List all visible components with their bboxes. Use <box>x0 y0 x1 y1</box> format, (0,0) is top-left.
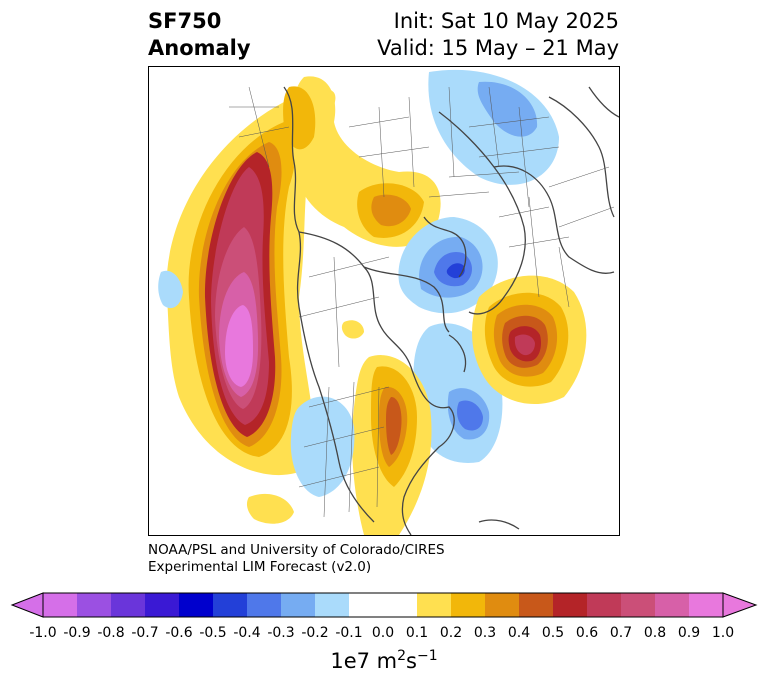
colorbar-tick-label: 0.9 <box>677 625 701 641</box>
colorbar-bin <box>43 593 78 617</box>
title-block: SF750 Anomaly <box>148 8 251 62</box>
colorbar-bin <box>519 593 554 617</box>
init-date: Init: Sat 10 May 2025 <box>393 9 619 33</box>
colorbar-tick-label: 0.5 <box>541 625 565 641</box>
colorbar-bin <box>587 593 622 617</box>
credit-line-2: Experimental LIM Forecast (v2.0) <box>148 559 372 575</box>
colorbar-bin <box>417 593 452 617</box>
colorbar-extend-low <box>10 592 44 618</box>
colorbar-tick-label: -0.7 <box>131 625 159 641</box>
colorbar-tick-label: -0.1 <box>335 625 363 641</box>
colorbar-tick-label: -0.6 <box>165 625 193 641</box>
colorbar-tick-label: 0.4 <box>507 625 531 641</box>
colorbar-bin <box>145 593 180 617</box>
west-negative-anomaly <box>158 270 183 309</box>
small-positive-anomaly <box>341 320 364 339</box>
colorbar-tick-label: 0.3 <box>473 625 497 641</box>
field-title: Anomaly <box>148 36 251 60</box>
anomaly-map <box>158 69 619 535</box>
colorbar-bin <box>655 593 690 617</box>
colorbar-tick-label: 0.6 <box>575 625 599 641</box>
units-mid: s <box>406 649 417 673</box>
colorbar-tick-label: -0.8 <box>97 625 125 641</box>
coastlines <box>283 86 619 535</box>
colorbar-tick-label: -0.2 <box>301 625 329 641</box>
colorbar-bin <box>553 593 588 617</box>
colorbar-tick-label: 1.0 <box>711 625 735 641</box>
units-base: 1e7 m <box>330 649 398 673</box>
units-exponent-1: 2 <box>397 648 407 664</box>
colorbar-bin <box>247 593 282 617</box>
pacific-positive-anomaly <box>166 88 336 476</box>
siberia-positive-anomaly <box>283 76 441 247</box>
colorbar-bin <box>451 593 486 617</box>
colorbar-tick-label: 0.8 <box>643 625 667 641</box>
colorbar-bin <box>349 593 384 617</box>
colorbar-bin <box>213 593 248 617</box>
colorbar-bin <box>315 593 350 617</box>
colorbar-tick-label: -0.9 <box>63 625 91 641</box>
colorbar-bin <box>621 593 656 617</box>
eurasia-negative-anomaly <box>428 69 559 185</box>
colorbar-bin <box>485 593 520 617</box>
credit-line-1: NOAA/PSL and University of Colorado/CIRE… <box>148 542 445 558</box>
variable-title: SF750 <box>148 9 222 33</box>
colorbar-tick-label: 0.1 <box>405 625 429 641</box>
colorbar-tick-label: 0.7 <box>609 625 633 641</box>
colorbar-bin <box>77 593 112 617</box>
political-borders <box>229 86 615 518</box>
colorbar-bin <box>111 593 146 617</box>
colorbar-tick-label: 0.2 <box>439 625 463 641</box>
colorbar-tick-label: -0.3 <box>267 625 295 641</box>
colorbar-units: 1e7 m2s−1 <box>0 648 768 673</box>
map-panel <box>148 66 620 536</box>
colorbar-frame <box>42 592 724 618</box>
colorbar-bin <box>383 593 418 617</box>
colorbar-tick-label: -0.4 <box>233 625 261 641</box>
units-exponent-2: −1 <box>417 648 438 664</box>
colorbar-ticks: -1.0 -0.9 -0.8 -0.7 -0.6 -0.5 -0.4 -0.3 -0.2 -0.1… <box>0 625 768 645</box>
date-block: Init: Sat 10 May 2025 Valid: 15 May – 21… <box>377 8 619 62</box>
colorbar-extend-high <box>722 592 758 618</box>
colorbar <box>10 592 758 618</box>
colorbar-bin <box>689 593 724 617</box>
eastern-na-positive-anomaly <box>352 355 432 535</box>
colorbar-tick-label: -1.0 <box>29 625 57 641</box>
colorbar-tick-label: -0.5 <box>199 625 227 641</box>
colorbar-bin <box>281 593 316 617</box>
colorbar-tick-label: 0.0 <box>371 625 395 641</box>
credit-text: NOAA/PSL and University of Colorado/CIRE… <box>148 542 445 576</box>
western-na-negative-anomaly <box>290 396 355 497</box>
colorbar-bin <box>179 593 214 617</box>
small-positive-anomaly <box>246 493 294 524</box>
valid-date: Valid: 15 May – 21 May <box>377 36 619 60</box>
atlantic-positive-anomaly <box>472 275 587 405</box>
